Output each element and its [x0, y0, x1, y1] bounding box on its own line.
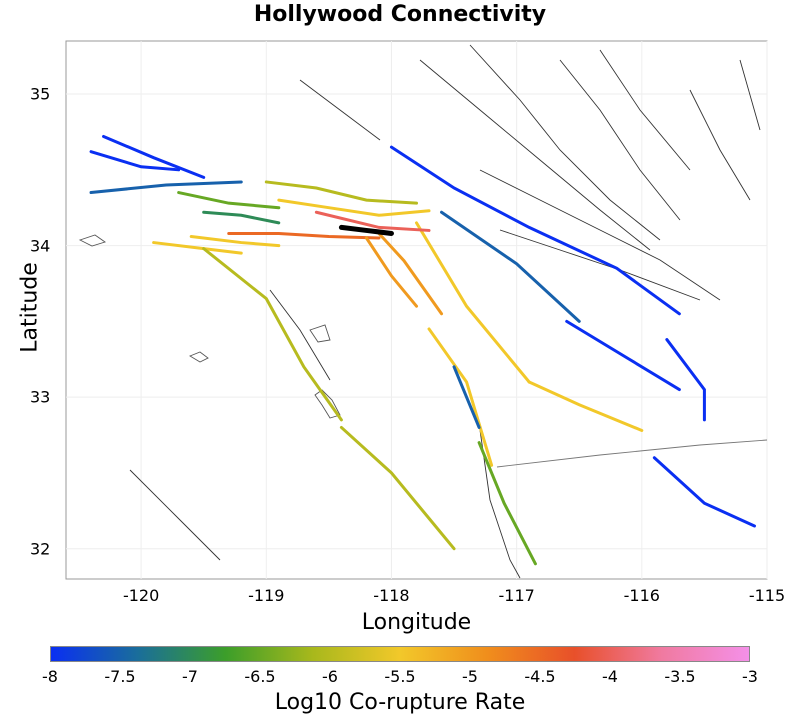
background-fault: [739, 59, 761, 131]
fault-trace: [415, 221, 531, 384]
fault-trace: [527, 380, 644, 432]
background-fault: [689, 89, 751, 201]
x-tick-label: -115: [748, 586, 786, 605]
y-tick-label: 33: [30, 387, 51, 407]
fault-trace: [202, 210, 281, 225]
x-tick-label: -116: [623, 586, 660, 605]
x-axis-label: Longitude: [361, 610, 472, 635]
colorbar-tick-label: -6: [322, 667, 338, 686]
fault-trace: [665, 338, 706, 422]
colorbar-tick-label: -4: [602, 667, 618, 686]
y-tick-label: 35: [30, 84, 51, 104]
fault-trace: [440, 210, 581, 323]
fault-trace: [565, 319, 681, 392]
background-fault: [469, 44, 661, 241]
colorbar: [50, 646, 750, 662]
colorbar-tick-label: -5.5: [384, 667, 416, 686]
colorbar-tick-label: -7: [182, 667, 198, 686]
background-fault: [299, 79, 381, 141]
colorbar-tick-label: -5: [462, 667, 478, 686]
colorbar-label: Log10 Co-rupture Rate: [274, 690, 526, 715]
fault-trace: [364, 236, 418, 308]
fault-trace: [339, 425, 456, 551]
fault-trace: [427, 327, 494, 467]
fault-trace: [477, 441, 537, 566]
background-fault: [499, 229, 701, 301]
background-fault: [599, 49, 691, 171]
fault-trace: [89, 150, 181, 172]
colorbar-tick-label: -3.5: [664, 667, 696, 686]
colorbar-tick-label: -7.5: [104, 667, 136, 686]
island: [78, 234, 107, 247]
source-fault-hollywood: [338, 224, 394, 236]
gridlines: [66, 41, 768, 579]
fault-trace: [652, 456, 756, 528]
background-fault: [129, 469, 221, 561]
fault-trace: [277, 198, 431, 217]
x-tick-label: -120: [122, 586, 160, 605]
x-tick-label: -119: [248, 586, 285, 605]
x-tick-label: -117: [498, 586, 535, 605]
background-fault: [269, 289, 331, 381]
background-fault: [479, 169, 721, 301]
y-tick-label: 34: [30, 236, 51, 256]
chart-title: Hollywood Connectivity: [253, 2, 547, 27]
colorbar-tick-label: -4.5: [524, 667, 556, 686]
colorbar-tick-label: -3: [742, 667, 758, 686]
colored-faults: [89, 134, 756, 566]
fault-trace: [177, 191, 281, 210]
basemap-faults: [129, 44, 768, 579]
background-fault: [419, 59, 651, 251]
y-axis-label: Latitude: [17, 262, 43, 353]
fault-trace: [314, 210, 431, 232]
fault-trace: [389, 145, 681, 316]
colorbar-tick-label: -8: [42, 667, 58, 686]
plot-area: [65, 40, 768, 580]
background-fault: [559, 59, 681, 221]
background-fault: [479, 429, 521, 579]
island: [188, 351, 209, 363]
fault-trace: [377, 231, 444, 316]
island: [309, 324, 331, 343]
fault-trace: [89, 180, 243, 195]
border-line: [496, 439, 768, 468]
x-tick-label: -118: [373, 586, 410, 605]
fault-trace: [102, 134, 206, 179]
colorbar-tick-label: -6.5: [244, 667, 276, 686]
y-tick-label: 32: [30, 539, 51, 559]
fault-trace: [189, 234, 281, 248]
fault-trace: [202, 247, 343, 422]
fault-trace: [227, 231, 381, 240]
fault-trace: [452, 365, 481, 429]
fault-trace: [264, 180, 418, 205]
